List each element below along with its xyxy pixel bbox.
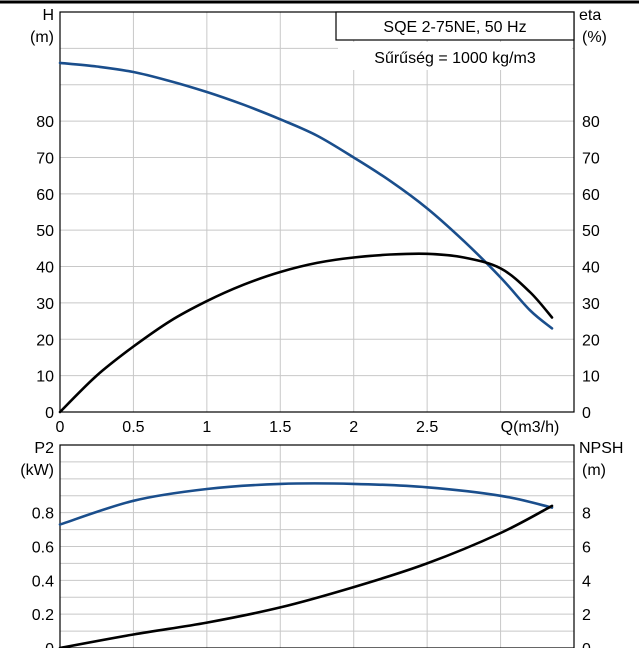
y-tick-label-right: 80 [582, 114, 600, 131]
y-tick-label-left: 80 [36, 114, 54, 131]
y-tick-label-right: 20 [582, 332, 600, 349]
subtitle-bg [338, 42, 572, 70]
chart-panel-1: 0 10 20 30 40 50 60 70 80 0 10 20 30 40 50 60 70 80 0 0.5 1 1… [30, 7, 607, 436]
y-tick-label-right: 60 [582, 187, 600, 204]
y-axis-unit-left: (kW) [20, 462, 54, 479]
y-tick-label-right: 30 [582, 296, 600, 313]
y-tick-label-left: 30 [36, 296, 54, 313]
y-tick-label-left: 20 [36, 332, 54, 349]
y-axis-label-right: eta [579, 7, 601, 24]
y-tick-label-left: 60 [36, 187, 54, 204]
chart-title: SQE 2-75NE, 50 Hz [383, 19, 526, 36]
y-tick-label-right: 6 [582, 540, 591, 557]
x-axis-label: Q(m3/h) [501, 419, 560, 436]
title-box [335, 11, 575, 41]
x-tick-label: 1 [202, 419, 211, 436]
x-tick-label: 0 [56, 419, 65, 436]
y-axis-label-right: NPSH [579, 440, 623, 457]
y-tick-label-right: 2 [582, 607, 591, 624]
y-axis-unit-left: (m) [30, 29, 54, 46]
x-tick-label: 2 [349, 419, 358, 436]
plot-frame [59, 444, 575, 648]
y-tick-label-left: 70 [36, 150, 54, 167]
chart-panel-2: 0 0.2 0.4 0.6 0.8 0 2 4 6 8 P2 (kW) NPSH (m) [20, 440, 623, 648]
y-tick-label-right: 10 [582, 369, 600, 386]
y-tick-label-right: 8 [582, 506, 591, 523]
y-tick-label-left: 0.4 [32, 573, 54, 590]
y-axis-label-left: H [42, 7, 54, 24]
y-tick-label-right: 4 [582, 573, 591, 590]
y-tick-label-left: 0 [45, 405, 54, 422]
y-axis-unit-right: (m) [582, 462, 606, 479]
y-tick-label-left: 10 [36, 369, 54, 386]
x-tick-label: 0.5 [122, 419, 144, 436]
y-tick-label-left: 50 [36, 223, 54, 240]
y-tick-label-right: 50 [582, 223, 600, 240]
series-line-2 [58, 252, 554, 414]
series-line-1 [58, 482, 554, 526]
y-tick-label-left: 0.2 [32, 607, 54, 624]
y-tick-label-left: 0.6 [32, 540, 54, 557]
series-line-1 [58, 61, 554, 330]
y-tick-label-left: 40 [36, 260, 54, 277]
y-tick-label-right: 70 [582, 150, 600, 167]
series-line-2 [58, 504, 554, 648]
x-tick-label: 1.5 [269, 419, 291, 436]
y-tick-label-right: 0 [582, 405, 591, 422]
y-tick-label-right: 0 [582, 641, 591, 648]
y-tick-label-right: 40 [582, 260, 600, 277]
y-axis-label-left: P2 [34, 440, 54, 457]
y-axis-unit-right: (%) [582, 29, 607, 46]
y-tick-label-left: 0 [45, 641, 54, 648]
plot-frame [59, 11, 575, 413]
chart-subtitle: Sűrűség = 1000 kg/m3 [374, 50, 536, 67]
y-tick-label-left: 0.8 [32, 506, 54, 523]
x-tick-label: 2.5 [416, 419, 438, 436]
